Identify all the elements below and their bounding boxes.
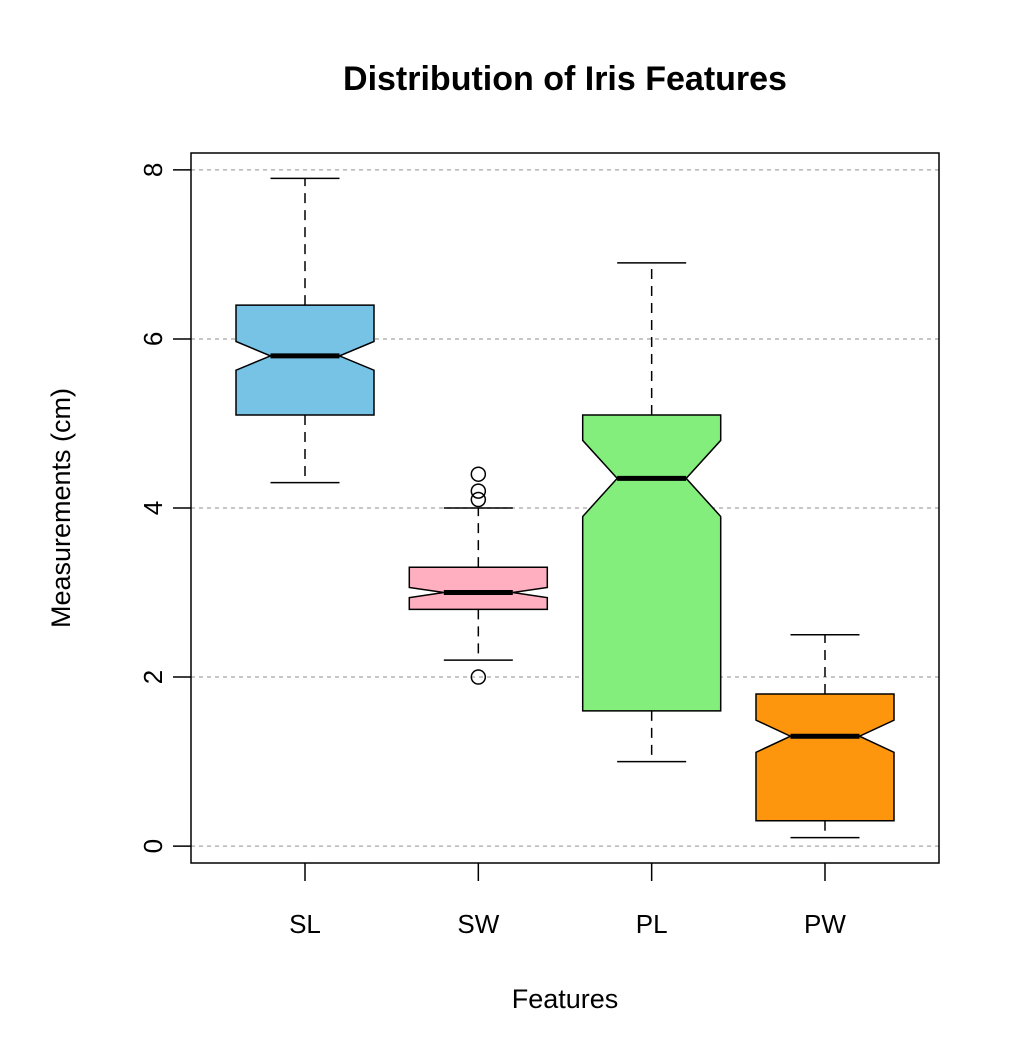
box-SW	[408, 466, 549, 685]
outlier-SW-2	[470, 491, 487, 508]
box-body-PL	[581, 414, 722, 712]
boxes-layer	[235, 177, 895, 839]
y-tick-label-8: 8	[138, 163, 168, 177]
x-tick-label-SW: SW	[457, 909, 499, 939]
box-body-SL	[235, 304, 375, 416]
outlier-SW-3	[470, 669, 487, 685]
outlier-SW-1	[470, 483, 487, 499]
plot-frame	[190, 152, 940, 864]
box-body-PW	[755, 693, 895, 822]
y-axis-label: Measurements (cm)	[46, 388, 76, 628]
x-tick-label-PW: PW	[804, 909, 846, 939]
box-PL	[581, 262, 722, 763]
y-tick-label-6: 6	[138, 332, 168, 346]
box-SL	[235, 177, 375, 484]
outlier-SW-0	[470, 466, 487, 482]
y-tick-label-2: 2	[138, 670, 168, 684]
chart-title: Distribution of Iris Features	[343, 60, 787, 98]
x-tick-label-SL: SL	[289, 909, 321, 939]
x-tick-label-PL: PL	[636, 909, 668, 939]
x-axis-label: Features	[512, 984, 619, 1014]
y-tick-label-0: 0	[138, 839, 168, 853]
axes-layer: 0 2 4 6 8 SL SW PL PW	[138, 163, 846, 939]
y-tick-label-4: 4	[138, 501, 168, 515]
box-PW	[755, 634, 895, 839]
box-body-SW	[408, 566, 549, 611]
